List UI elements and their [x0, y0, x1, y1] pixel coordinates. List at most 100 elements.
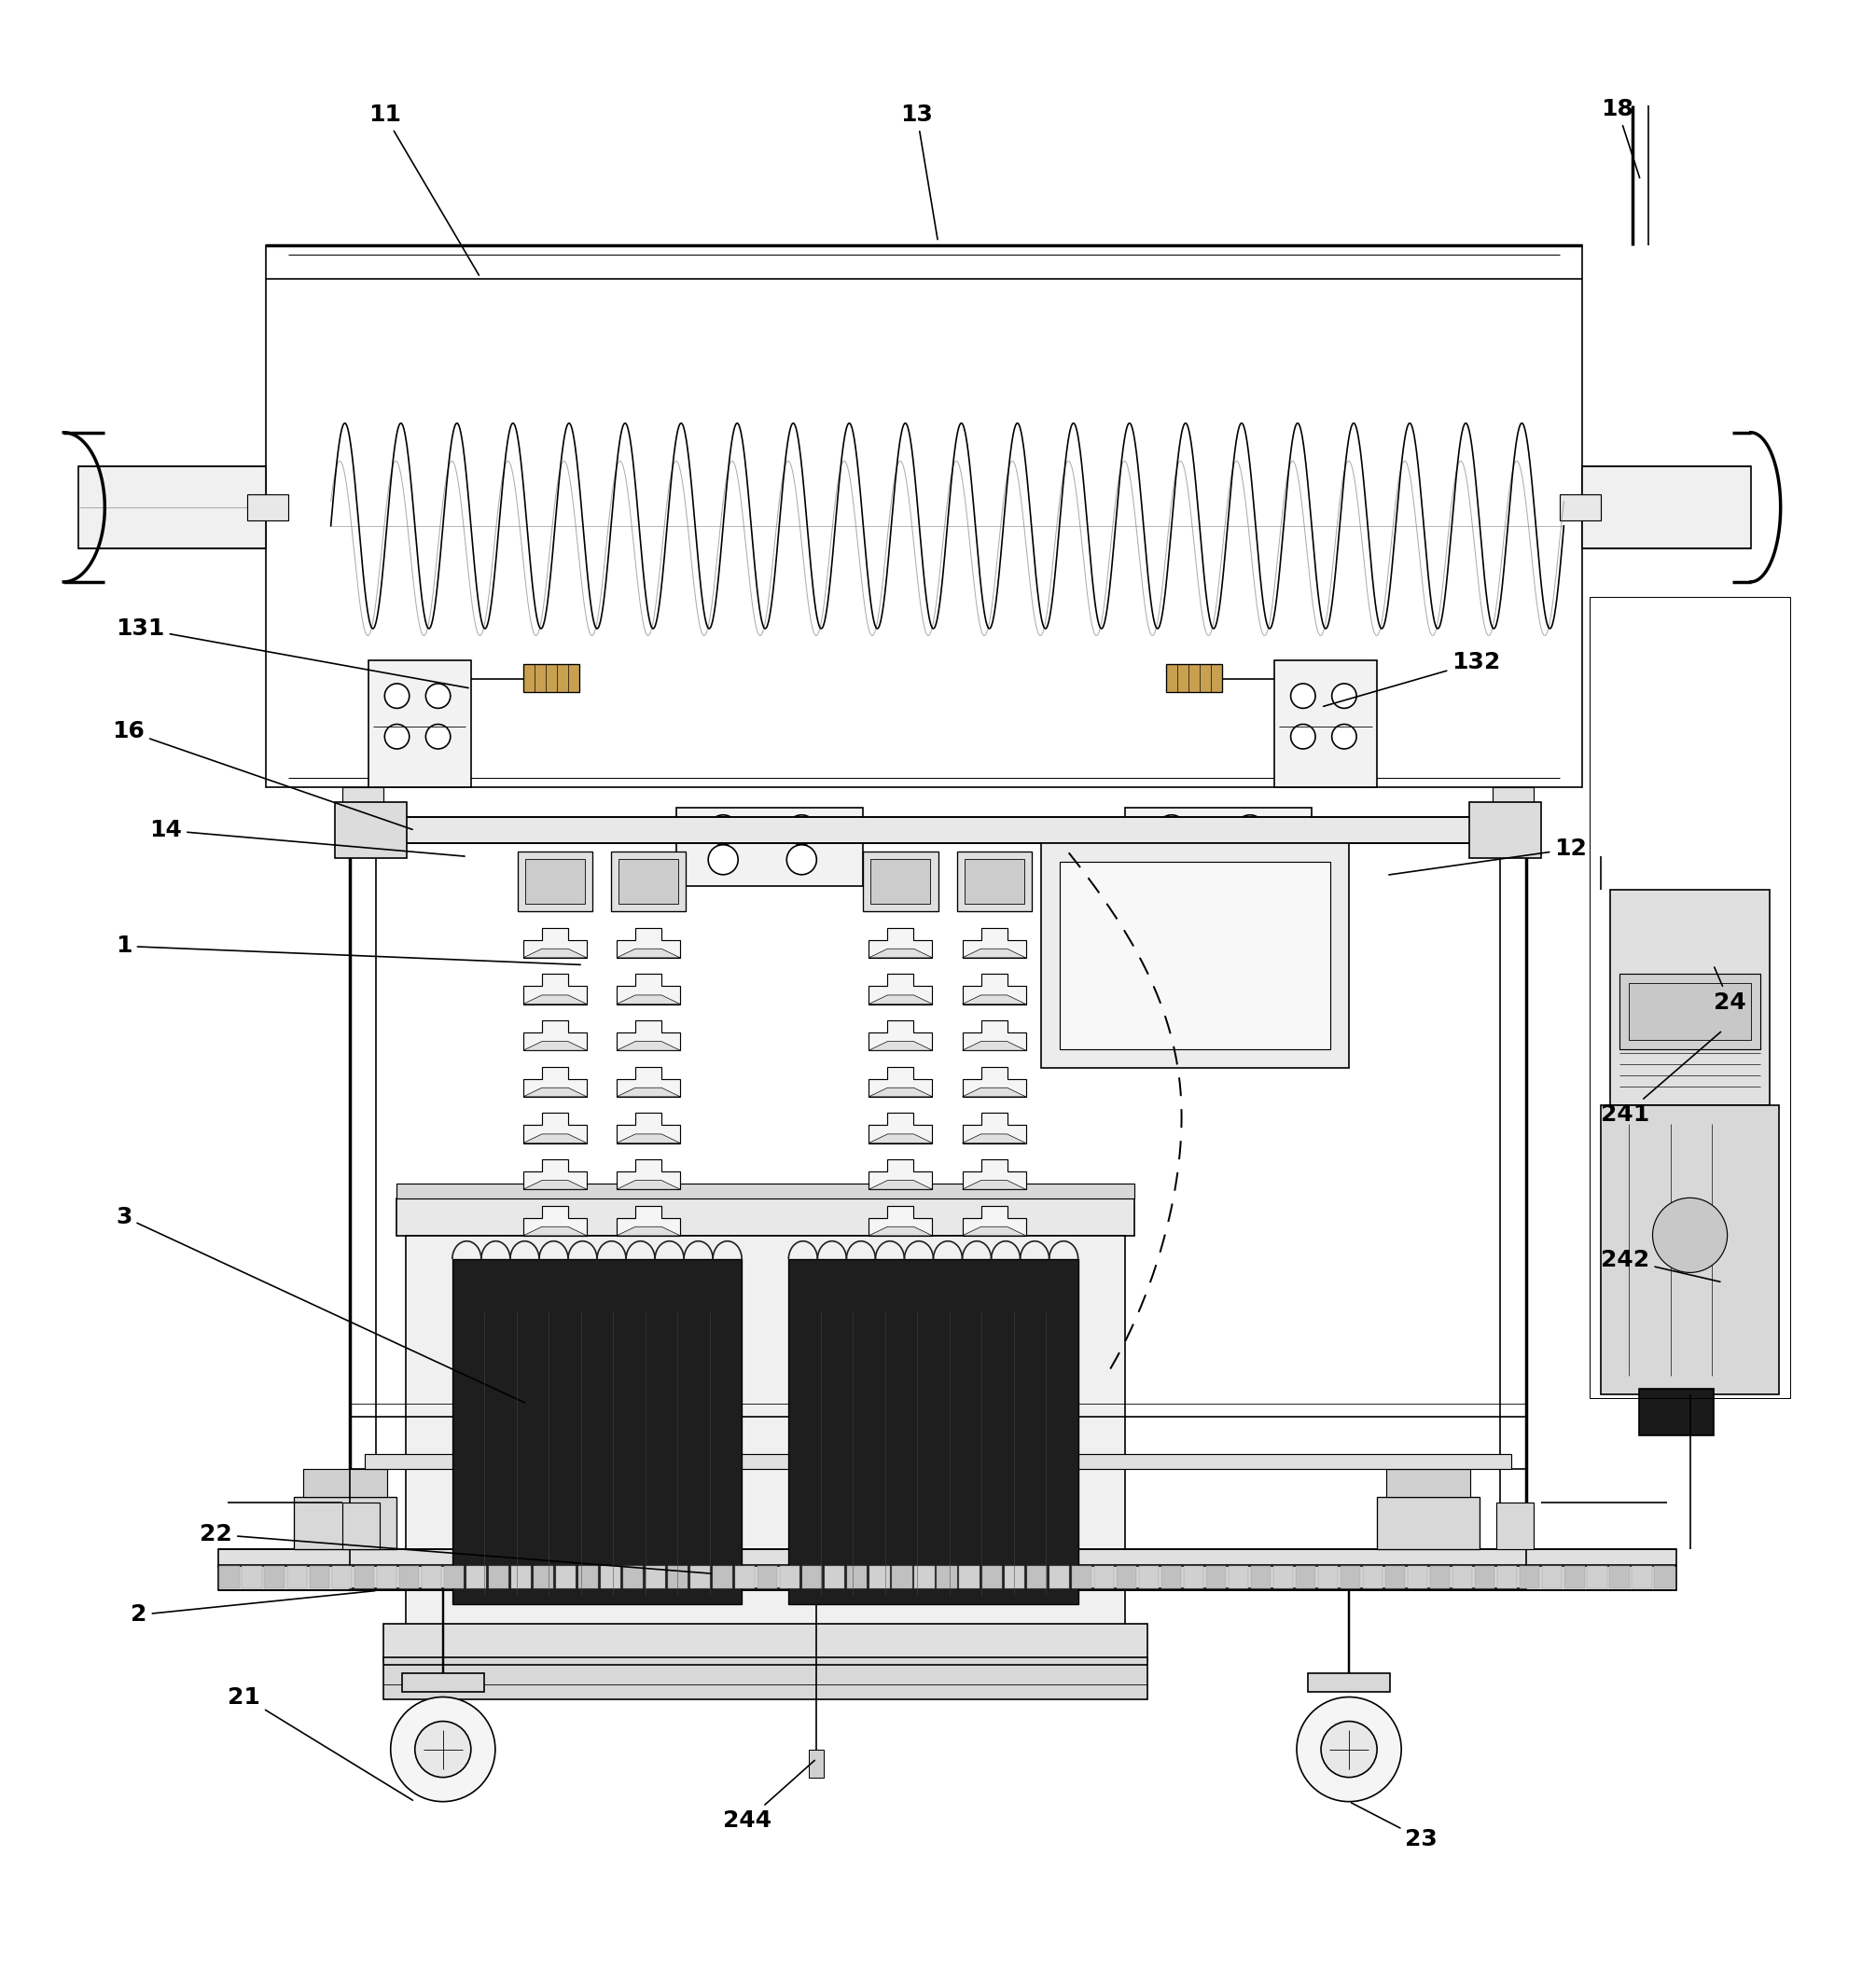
Bar [422, 1566, 441, 1589]
Bar [870, 1566, 889, 1589]
Text: 242: 242 [1602, 1249, 1720, 1282]
Bar [882, 1273, 919, 1292]
Bar [364, 1454, 1512, 1469]
Bar [1520, 1566, 1540, 1589]
Bar [645, 1566, 666, 1589]
Text: 131: 131 [116, 618, 469, 688]
Bar [510, 1566, 531, 1589]
Polygon shape [962, 1041, 1026, 1050]
Bar [287, 1566, 306, 1589]
Bar [1229, 1566, 1248, 1589]
Text: 132: 132 [1323, 651, 1501, 706]
Circle shape [426, 724, 450, 749]
Polygon shape [962, 995, 1026, 1003]
Polygon shape [869, 1041, 932, 1050]
Bar [1165, 665, 1221, 692]
Circle shape [1157, 814, 1186, 846]
Polygon shape [869, 928, 932, 958]
Bar [959, 1566, 979, 1589]
Bar [1561, 494, 1602, 521]
Polygon shape [869, 1180, 932, 1190]
Bar [1542, 1566, 1563, 1589]
Bar [1386, 1469, 1471, 1497]
Circle shape [786, 844, 816, 875]
Bar [1094, 1566, 1114, 1589]
Polygon shape [617, 1021, 681, 1050]
Bar [1184, 1566, 1203, 1589]
Bar [1139, 1566, 1159, 1589]
Bar [265, 1566, 283, 1589]
Bar [377, 1566, 396, 1589]
Bar [957, 852, 1032, 911]
Text: 3: 3 [116, 1206, 525, 1402]
Text: 24: 24 [1713, 968, 1747, 1013]
Bar [341, 810, 383, 828]
Bar [467, 1566, 486, 1589]
Bar [1591, 596, 1790, 1399]
Bar [445, 1566, 463, 1589]
Polygon shape [869, 948, 932, 958]
Bar [400, 1566, 418, 1589]
Polygon shape [523, 1088, 587, 1098]
Text: 241: 241 [1602, 1033, 1720, 1125]
Bar [677, 808, 863, 887]
Bar [523, 665, 580, 692]
Bar [809, 1749, 824, 1778]
Bar [401, 1674, 484, 1692]
Polygon shape [962, 1159, 1026, 1190]
Bar [1632, 1566, 1651, 1589]
Bar [1655, 1566, 1673, 1589]
Text: 14: 14 [150, 818, 465, 856]
Polygon shape [523, 1180, 587, 1190]
Bar [537, 1273, 574, 1292]
Bar [336, 803, 407, 858]
Bar [758, 1566, 777, 1589]
Bar [219, 1566, 240, 1589]
Bar [368, 661, 471, 787]
Bar [310, 1566, 328, 1589]
Circle shape [1321, 1721, 1377, 1778]
Text: 12: 12 [1388, 838, 1587, 875]
Polygon shape [523, 974, 587, 1003]
Polygon shape [962, 1021, 1026, 1050]
Polygon shape [617, 948, 681, 958]
Polygon shape [523, 1066, 587, 1098]
Text: 23: 23 [1351, 1804, 1437, 1851]
Polygon shape [617, 1227, 681, 1235]
Bar [893, 1566, 912, 1589]
Bar [355, 1566, 373, 1589]
Bar [1407, 1566, 1428, 1589]
Polygon shape [523, 1159, 587, 1190]
Polygon shape [869, 1206, 932, 1235]
Bar [976, 1273, 1013, 1292]
Circle shape [1291, 685, 1315, 708]
Bar [600, 1566, 621, 1589]
Polygon shape [869, 974, 932, 1003]
Circle shape [385, 724, 409, 749]
Bar [349, 816, 1527, 844]
Polygon shape [523, 1206, 587, 1235]
Bar [518, 852, 593, 911]
Polygon shape [617, 995, 681, 1003]
Bar [1060, 862, 1330, 1048]
Bar [1565, 1566, 1585, 1589]
Polygon shape [962, 1066, 1026, 1098]
Bar [1628, 984, 1750, 1039]
Bar [1116, 1566, 1137, 1589]
Bar [623, 1566, 643, 1589]
Polygon shape [617, 1041, 681, 1050]
Bar [555, 1566, 576, 1589]
Bar [668, 1566, 688, 1589]
Bar [405, 1235, 1126, 1629]
Polygon shape [617, 1088, 681, 1098]
Circle shape [1332, 685, 1356, 708]
Bar [870, 860, 930, 905]
Polygon shape [869, 995, 932, 1003]
Polygon shape [869, 1113, 932, 1143]
Polygon shape [869, 1135, 932, 1143]
Circle shape [1291, 724, 1315, 749]
Bar [1602, 1105, 1778, 1395]
Polygon shape [962, 1227, 1026, 1235]
Circle shape [1234, 844, 1264, 875]
Polygon shape [523, 995, 587, 1003]
